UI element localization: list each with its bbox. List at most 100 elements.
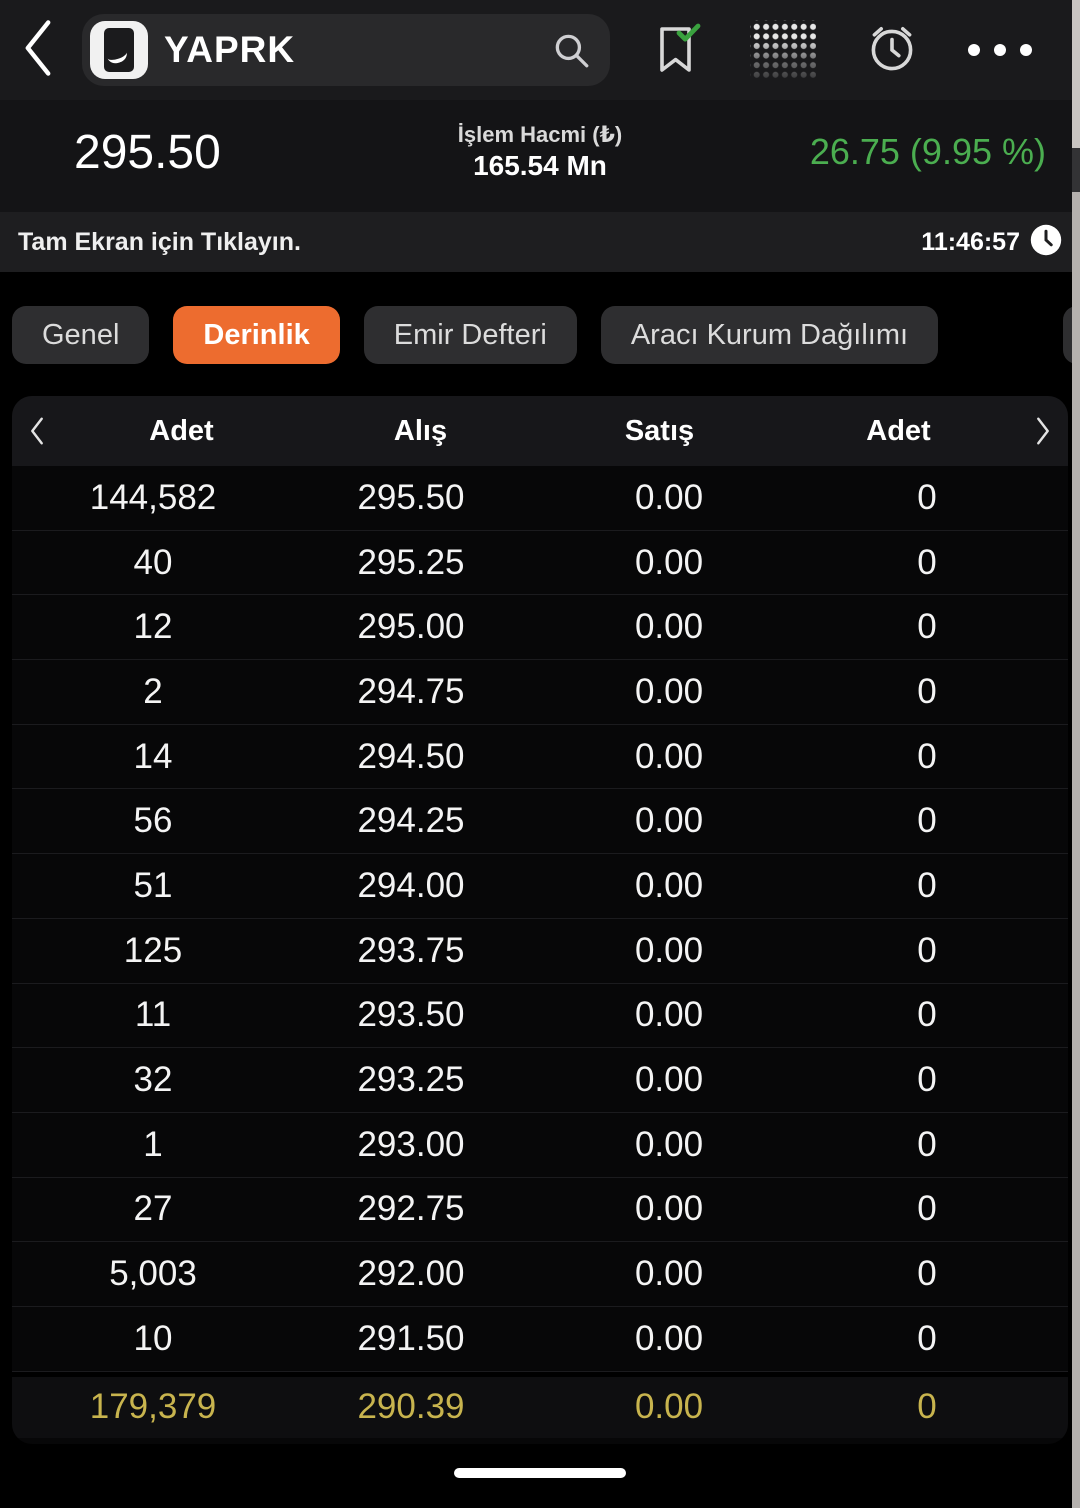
header-ask-price: Satış xyxy=(624,414,695,447)
tab[interactable]: Derinlik xyxy=(173,306,340,364)
ask-qty-cell: 0 xyxy=(917,1254,937,1294)
bid-price-cell: 294.75 xyxy=(357,671,465,711)
bid-qty-cell: 27 xyxy=(133,1189,173,1229)
ask-price-cell: 0.00 xyxy=(634,1060,704,1100)
tab[interactable]: Genel xyxy=(12,306,150,364)
ask-qty-cell: 0 xyxy=(917,542,937,582)
search-icon xyxy=(550,29,592,71)
ask-price-cell: 0.00 xyxy=(634,542,704,582)
depth-table-header: Adet Alış Satış Adet xyxy=(12,396,1068,466)
bid-price-cell: 292.00 xyxy=(357,1254,465,1294)
depth-row[interactable]: 12 295.00 0.00 0 xyxy=(12,595,1068,661)
quote-section: 295.50 İşlem Hacmi (₺) 165.54 Mn 26.75 (… xyxy=(0,100,1080,212)
bookmark-check-icon[interactable] xyxy=(650,20,702,81)
ask-price-cell: 0.00 xyxy=(634,1189,704,1229)
summary-bid-qty: 179,379 xyxy=(89,1387,217,1427)
bid-price-cell: 294.25 xyxy=(357,801,465,841)
depth-row[interactable]: 27 292.75 0.00 0 xyxy=(12,1178,1068,1243)
tab-bar: Genel Derinlik Emir Defteri Aracı Kurum … xyxy=(0,306,1080,366)
summary-bid-price: 290.39 xyxy=(357,1387,465,1427)
volume-label: İşlem Hacmi (₺) xyxy=(457,121,623,147)
summary-ask-price: 0.00 xyxy=(634,1387,704,1427)
bid-price-cell: 295.25 xyxy=(357,542,465,582)
bid-qty-cell: 1 xyxy=(143,1124,163,1164)
bid-qty-cell: 40 xyxy=(133,542,173,582)
depth-rows: 144,582 295.50 0.00 0 40 295.25 0.00 0 1… xyxy=(12,466,1068,1372)
ask-price-cell: 0.00 xyxy=(634,1254,704,1294)
ask-qty-cell: 0 xyxy=(917,736,937,776)
more-options-icon[interactable] xyxy=(968,44,1032,56)
depth-grid-icon[interactable] xyxy=(750,20,816,80)
ask-qty-cell: 0 xyxy=(917,1189,937,1229)
bid-price-cell: 292.75 xyxy=(357,1189,465,1229)
depth-row[interactable]: 14 294.50 0.00 0 xyxy=(12,725,1068,790)
ask-qty-cell: 0 xyxy=(917,607,937,647)
bid-qty-cell: 2 xyxy=(143,671,163,711)
bid-price-cell: 294.00 xyxy=(357,865,465,905)
bid-price-cell: 293.25 xyxy=(357,1060,465,1100)
volume-value: 165.54 Mn xyxy=(473,150,607,182)
bid-price-cell: 291.50 xyxy=(357,1318,465,1358)
ask-qty-cell: 0 xyxy=(917,1060,937,1100)
bid-qty-cell: 12 xyxy=(133,607,173,647)
ask-price-cell: 0.00 xyxy=(634,477,704,517)
depth-row[interactable]: 40 295.25 0.00 0 xyxy=(12,531,1068,596)
header-bid-qty: Adet xyxy=(149,414,214,447)
clock-filled-icon xyxy=(1030,224,1062,261)
ask-price-cell: 0.00 xyxy=(634,930,704,970)
depth-row[interactable]: 56 294.25 0.00 0 xyxy=(12,789,1068,855)
chevron-left-icon[interactable] xyxy=(12,415,62,447)
bid-qty-cell: 11 xyxy=(134,995,172,1035)
bid-qty-cell: 144,582 xyxy=(89,477,217,517)
ask-price-cell: 0.00 xyxy=(634,671,704,711)
bid-qty-cell: 14 xyxy=(133,736,173,776)
chevron-left-icon xyxy=(21,18,55,83)
bid-qty-cell: 5,003 xyxy=(109,1254,197,1294)
depth-row[interactable]: 51 294.00 0.00 0 xyxy=(12,854,1068,919)
symbol-search-pill[interactable]: YAPRK xyxy=(82,14,610,86)
last-price: 295.50 xyxy=(74,125,221,179)
depth-row[interactable]: 10 291.50 0.00 0 xyxy=(12,1307,1068,1372)
bid-price-cell: 295.50 xyxy=(357,477,465,517)
depth-row[interactable]: 1 293.00 0.00 0 xyxy=(12,1113,1068,1178)
bid-qty-cell: 51 xyxy=(133,865,173,905)
depth-row[interactable]: 5,003 292.00 0.00 0 xyxy=(12,1242,1068,1307)
top-bar-actions xyxy=(650,20,1032,81)
depth-row[interactable]: 2 294.75 0.00 0 xyxy=(12,660,1068,725)
summary-ask-qty: 0 xyxy=(917,1387,937,1427)
ask-price-cell: 0.00 xyxy=(634,801,704,841)
tab[interactable]: Aracı Kurum Dağılımı xyxy=(600,306,939,364)
ask-qty-cell: 0 xyxy=(917,801,937,841)
bid-price-cell: 293.00 xyxy=(357,1124,465,1164)
tab-label: Emir Defteri xyxy=(393,318,547,351)
fullscreen-bar[interactable]: Tam Ekran için Tıklayın. 11:46:57 xyxy=(0,212,1080,272)
ask-qty-cell: 0 xyxy=(917,671,937,711)
header-bid-price: Alış xyxy=(393,414,448,447)
back-button[interactable] xyxy=(16,15,60,85)
header-ask-qty: Adet xyxy=(866,414,931,447)
ask-qty-cell: 0 xyxy=(917,865,937,905)
bid-price-cell: 293.50 xyxy=(357,995,465,1035)
screen-edge-sliver xyxy=(1072,0,1080,1508)
ask-price-cell: 0.00 xyxy=(634,1318,704,1358)
tab[interactable]: Emir Defteri xyxy=(363,306,577,364)
ask-price-cell: 0.00 xyxy=(634,995,704,1035)
tab-label: Derinlik xyxy=(203,318,310,351)
depth-row[interactable]: 32 293.25 0.00 0 xyxy=(12,1048,1068,1113)
depth-row[interactable]: 11 293.50 0.00 0 xyxy=(12,984,1068,1049)
depth-row[interactable]: 144,582 295.50 0.00 0 xyxy=(12,466,1068,531)
home-indicator[interactable] xyxy=(454,1468,626,1478)
chevron-right-icon[interactable] xyxy=(1018,415,1068,447)
bid-qty-cell: 56 xyxy=(133,801,173,841)
ask-qty-cell: 0 xyxy=(917,995,937,1035)
alarm-clock-icon[interactable] xyxy=(864,20,920,81)
depth-row[interactable]: 125 293.75 0.00 0 xyxy=(12,919,1068,984)
bid-qty-cell: 10 xyxy=(133,1318,173,1358)
symbol-title: YAPRK xyxy=(164,29,296,70)
bid-price-cell: 295.00 xyxy=(357,607,465,647)
stock-logo-icon xyxy=(90,21,148,79)
bid-qty-cell: 32 xyxy=(133,1060,173,1100)
depth-summary-row: 179,379 290.39 0.00 0 xyxy=(12,1371,1068,1438)
price-change: 26.75 (9.95 %) xyxy=(809,131,1046,172)
